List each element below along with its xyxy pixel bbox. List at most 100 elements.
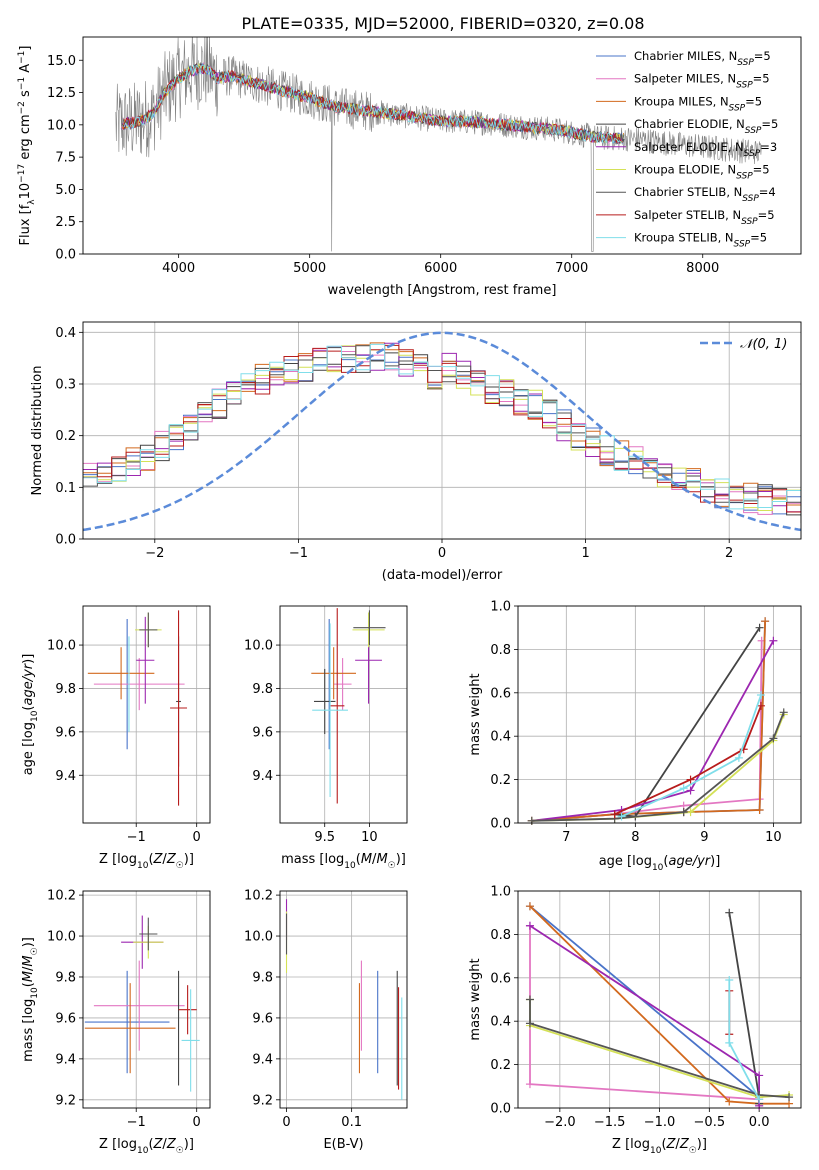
mass-weight-line [614, 705, 762, 816]
legend-entry-label: Chabrier MILES, NSSP=5 [634, 49, 771, 68]
errorbar-point [353, 610, 386, 646]
mass-weight-marker [725, 1097, 734, 1106]
y-tick-label: 9.2 [55, 1093, 76, 1108]
y-tick-label: 9.6 [252, 725, 273, 740]
y-axis-label: mass [log10(M/M☉)] [21, 937, 40, 1062]
y-tick-label: 9.6 [55, 1011, 76, 1026]
y-tick-label: 0.1 [55, 481, 76, 496]
x-tick-label: 10 [361, 830, 378, 845]
y-tick-label: 9.4 [252, 769, 273, 784]
y-tick-label: 0.0 [490, 1102, 511, 1117]
axes-frame [82, 890, 211, 1109]
x-tick-label: 9.5 [314, 830, 335, 845]
x-axis-label: (data-model)/error [382, 568, 503, 583]
axes-frame [517, 890, 802, 1109]
mass-weight-marker [761, 617, 770, 626]
mass-weight-marker [525, 995, 534, 1004]
mass-weight-line [529, 999, 790, 1099]
mass-weight-marker [756, 690, 765, 699]
axes-frame [279, 890, 408, 1109]
mass-weight-marker [756, 701, 765, 710]
y-tick-label: 9.4 [55, 1052, 76, 1067]
axes-frame [82, 605, 211, 824]
mass-weight-line [621, 694, 762, 818]
errorbar-point [84, 983, 176, 1074]
x-axis-label: E(B-V) [323, 1137, 363, 1152]
y-axis-label: Flux [fλ10−17 erg cm−2 s−1 A−1] [17, 46, 37, 246]
mass-weight-marker [527, 816, 536, 825]
x-tick-label: −0.5 [694, 1115, 726, 1130]
legend-entry-label: 𝒩(0, 1) [740, 337, 787, 352]
mass-weight-marker [686, 775, 695, 784]
spectrum-panel: 4000 5000 6000 7000 8000 0.0 2.5 5.0 7.5 10.0 12.5… [17, 36, 802, 298]
mass-weight-marker [725, 975, 734, 984]
mass-weight-marker [525, 1019, 534, 1028]
mass-weight-line [529, 925, 760, 1106]
y-tick-label: 0.4 [55, 326, 76, 341]
axes-frame [517, 605, 802, 824]
mass-weight-marker [686, 808, 695, 817]
figure-title: PLATE=0335, MJD=52000, FIBERID=0320, z=0… [241, 14, 644, 33]
residual-histogram-step [83, 342, 801, 513]
errorbar-point [93, 960, 185, 1051]
x-tick-label: 0 [193, 1115, 201, 1130]
axes-frame [82, 36, 802, 255]
y-tick-label: 10.2 [244, 889, 273, 904]
legend-entry-label: Salpeter MILES, NSSP=5 [634, 72, 770, 91]
x-tick-label: −2.0 [544, 1115, 576, 1130]
y-tick-label: 0.6 [490, 686, 511, 701]
legend-entry-label: Salpeter STELIB, NSSP=5 [634, 208, 775, 227]
y-tick-label: 0.2 [490, 1058, 511, 1073]
y-tick-label: 9.6 [252, 1011, 273, 1026]
legend-entry-label: Chabrier ELODIE, NSSP=5 [634, 117, 778, 136]
y-tick-label: 15.0 [47, 54, 76, 69]
mass-weight-marker [755, 805, 764, 814]
x-axis-label: wavelength [Angstrom, rest frame] [328, 283, 557, 298]
mass-weight-marker [610, 810, 619, 819]
y-axis-label: mass weight [468, 958, 483, 1040]
errorbar-point [139, 612, 158, 648]
legend-entry-label: Kroupa MILES, NSSP=5 [634, 94, 762, 113]
weight-vs-age-panel: 7 8 9 10 0.0 0.2 0.4 0.6 0.8 1.0 mass weight age [l… [468, 600, 802, 873]
mass-weight-marker [725, 908, 734, 917]
mass-weight-marker [755, 1095, 764, 1104]
mass-weight-marker [679, 784, 688, 793]
mass-weight-marker [769, 734, 778, 743]
x-tick-label: 0.0 [749, 1115, 770, 1130]
residual-histogram-step [83, 346, 801, 515]
y-tick-label: 0.0 [490, 817, 511, 832]
x-tick-label: 7000 [555, 261, 588, 276]
x-axis-label: Z [log10(Z/Z☉)] [99, 852, 194, 871]
mass-weight-marker [617, 812, 626, 821]
errorbar-point [330, 608, 345, 804]
x-tick-label: 2 [725, 546, 733, 561]
residual-histogram-step [83, 352, 801, 516]
residual-histogram-step [83, 343, 801, 510]
axes-frame [279, 605, 408, 824]
mass-weight-line [531, 714, 785, 822]
legend-entry-label: Chabrier STELIB, NSSP=4 [634, 185, 776, 204]
x-tick-label: −1.0 [644, 1115, 676, 1130]
mass-weight-marker [686, 786, 695, 795]
mass-weight-line [529, 905, 760, 1104]
y-tick-label: 1.0 [490, 600, 511, 615]
mass-weight-line [531, 711, 785, 822]
x-tick-label: −2 [145, 546, 164, 561]
mass-weight-marker [725, 1038, 734, 1047]
mass-weight-marker [525, 1080, 534, 1089]
y-tick-label: 0.3 [55, 378, 76, 393]
y-tick-label: 9.4 [252, 1052, 273, 1067]
mass-weight-marker [734, 753, 743, 762]
y-tick-label: 5.0 [55, 183, 76, 198]
errorbar-point [333, 658, 352, 711]
mass-weight-line [531, 621, 766, 822]
mass-weight-marker [525, 921, 534, 930]
mass-weight-marker [769, 636, 778, 645]
x-tick-label: 0 [438, 546, 446, 561]
y-tick-label: 9.4 [55, 769, 76, 784]
y-tick-label: 0.8 [490, 643, 511, 658]
y-tick-label: 9.6 [55, 725, 76, 740]
mass-vs-ebv-panel: 0 0.1 9.2 9.4 9.6 9.8 10.0 10.2 E(B-V) [244, 889, 408, 1152]
mass-weight-marker [779, 708, 788, 717]
mass-weight-marker [755, 1071, 764, 1080]
